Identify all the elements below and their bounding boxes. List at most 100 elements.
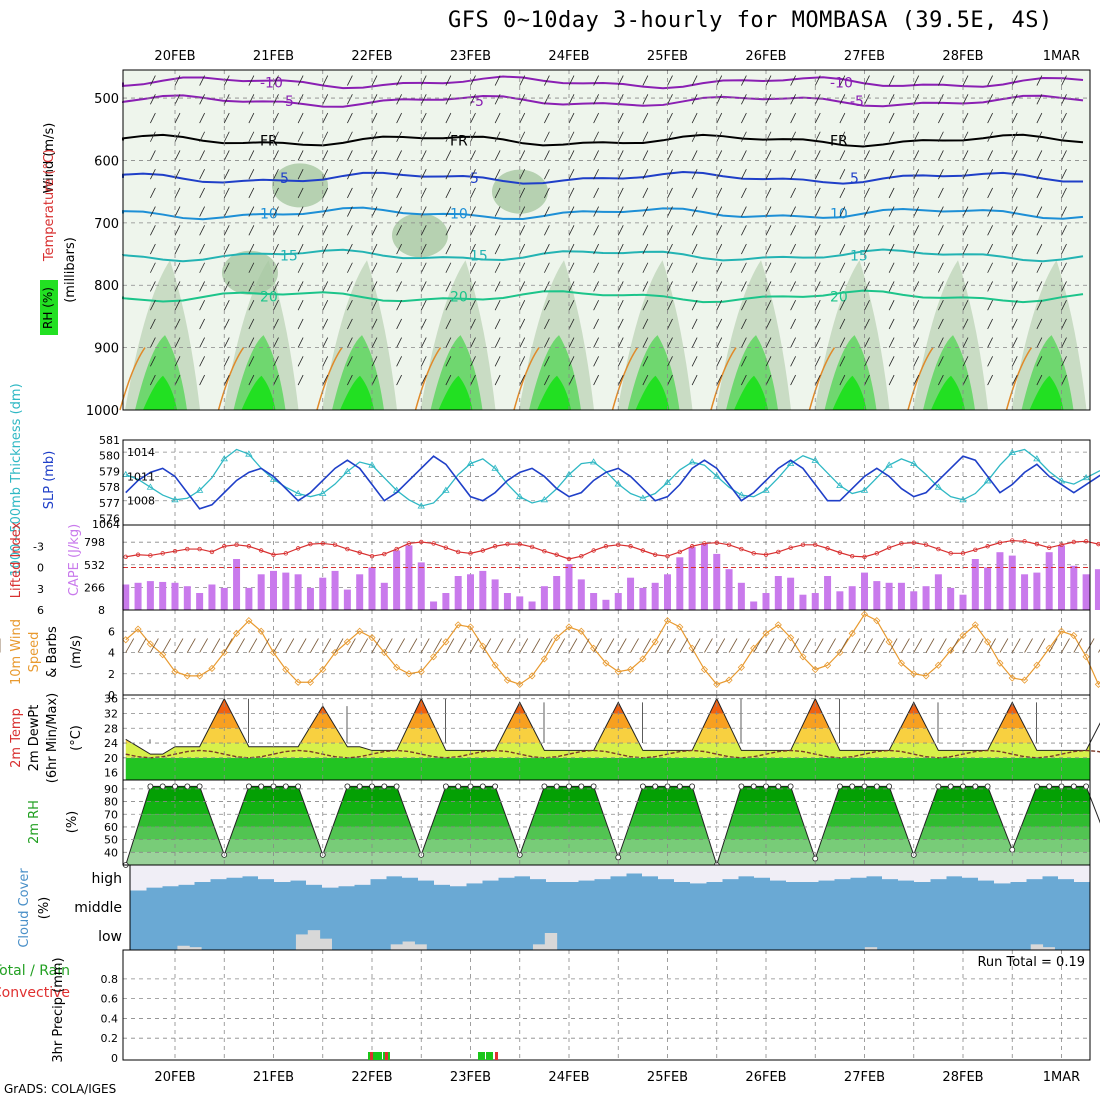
wind-barb: [470, 300, 476, 311]
wind-barb: [913, 131, 920, 142]
wind-barb: [667, 262, 673, 273]
wind-barb: [814, 187, 821, 199]
wind-barb: [691, 206, 698, 217]
wind-barb: [420, 243, 427, 255]
li-marker: [726, 542, 732, 548]
cape-bar: [700, 543, 708, 610]
temperature-contour-warm: [1005, 347, 1033, 411]
rh-shading-wet: [135, 335, 187, 410]
cloud-low-bar: [1042, 947, 1055, 950]
wind10-barb: [617, 638, 627, 653]
wind-barb: [938, 318, 944, 330]
rh-shading-saturated: [537, 375, 571, 410]
wind10-marker: [565, 623, 573, 631]
wind-barb: [617, 112, 624, 124]
wind-barb: [716, 187, 723, 199]
cape-bar: [676, 557, 684, 610]
wind-barb: [445, 150, 452, 161]
wind-barb: [839, 150, 846, 161]
wind-barb: [716, 94, 723, 105]
contour-label: 5: [280, 171, 289, 187]
wind10-marker: [799, 653, 807, 661]
thickness-marker: [466, 459, 475, 467]
rh-band: [125, 801, 1090, 815]
wind-barb: [223, 318, 230, 330]
wind-barb: [1061, 356, 1067, 367]
wind-barb: [248, 243, 255, 255]
wind10-barb: [334, 638, 344, 653]
li-marker: [1022, 539, 1027, 544]
wind-barb: [864, 262, 870, 273]
wind10-marker: [750, 644, 758, 652]
wind-barb: [765, 168, 772, 180]
li-tick-label: -3: [33, 540, 44, 553]
wind-barb: [1061, 337, 1067, 348]
wind-barb: [839, 75, 846, 86]
wind10-marker: [417, 668, 425, 676]
wind-barb: [494, 187, 501, 199]
rh-marker: [873, 783, 880, 790]
rh-marker: [393, 783, 400, 790]
rh-marker: [1009, 846, 1016, 853]
cloud-high-clear: [898, 865, 915, 881]
wind-barb: [519, 187, 526, 199]
cloud-high-clear: [482, 865, 499, 881]
axis-label-2m-temp: 2m Temp: [9, 708, 24, 768]
wind-barb: [765, 206, 772, 217]
thickness-marker: [786, 459, 795, 467]
wind-barb: [716, 374, 723, 386]
wind10-barb: [1073, 638, 1083, 653]
cape-bar: [750, 601, 758, 610]
li-marker: [985, 544, 990, 549]
wind-barb: [864, 300, 870, 311]
wind-barb: [987, 374, 993, 386]
cape-bar: [430, 601, 438, 610]
wind-barb: [1061, 168, 1067, 180]
wind-barb: [347, 150, 353, 161]
li-marker: [849, 553, 855, 559]
wind-barb: [962, 281, 969, 292]
cloud-high-clear: [466, 865, 483, 884]
li-marker: [640, 548, 646, 553]
wind-barb: [420, 206, 427, 217]
wind-barb: [765, 112, 772, 124]
wind-barb: [765, 374, 772, 386]
contour-label: FR: [830, 133, 848, 149]
cloud-high-clear: [978, 865, 995, 881]
wind-barb: [617, 356, 624, 367]
temperature-contour: [122, 75, 1084, 90]
cloud-low-bar: [544, 933, 558, 950]
temperature-contour: [122, 171, 1084, 185]
wind10-marker: [294, 678, 302, 686]
wind-barb: [790, 206, 796, 217]
wind-barb: [371, 75, 378, 86]
li-marker: [837, 550, 843, 555]
wind-barb: [765, 262, 772, 273]
wind-barb: [199, 225, 205, 236]
wind-barb: [839, 300, 846, 311]
wind-barb: [987, 75, 993, 86]
wind-barb: [371, 112, 378, 124]
wind-barb: [174, 281, 181, 292]
cloud-high-clear: [354, 865, 371, 885]
cape-bar: [1008, 555, 1016, 610]
axis-label-convective: Convective: [0, 985, 70, 1001]
wind10-marker: [811, 665, 819, 674]
wind-barb: [987, 243, 993, 255]
wind-barb: [765, 131, 772, 142]
wind-barb: [470, 206, 476, 217]
wind10-barb: [851, 638, 861, 653]
wind-barb: [420, 150, 427, 161]
wind-barb: [913, 206, 920, 217]
wind-barb: [150, 168, 156, 180]
wind-barb: [347, 337, 353, 348]
wind-barb: [913, 337, 920, 348]
li-marker: [739, 546, 744, 552]
wind-barb: [150, 318, 156, 330]
cape-bar: [393, 550, 401, 610]
wind-barb: [174, 206, 181, 217]
wind-barb: [322, 168, 329, 180]
wind-barb: [445, 356, 452, 367]
cape-bar: [577, 579, 585, 610]
thickness-marker: [171, 496, 179, 503]
